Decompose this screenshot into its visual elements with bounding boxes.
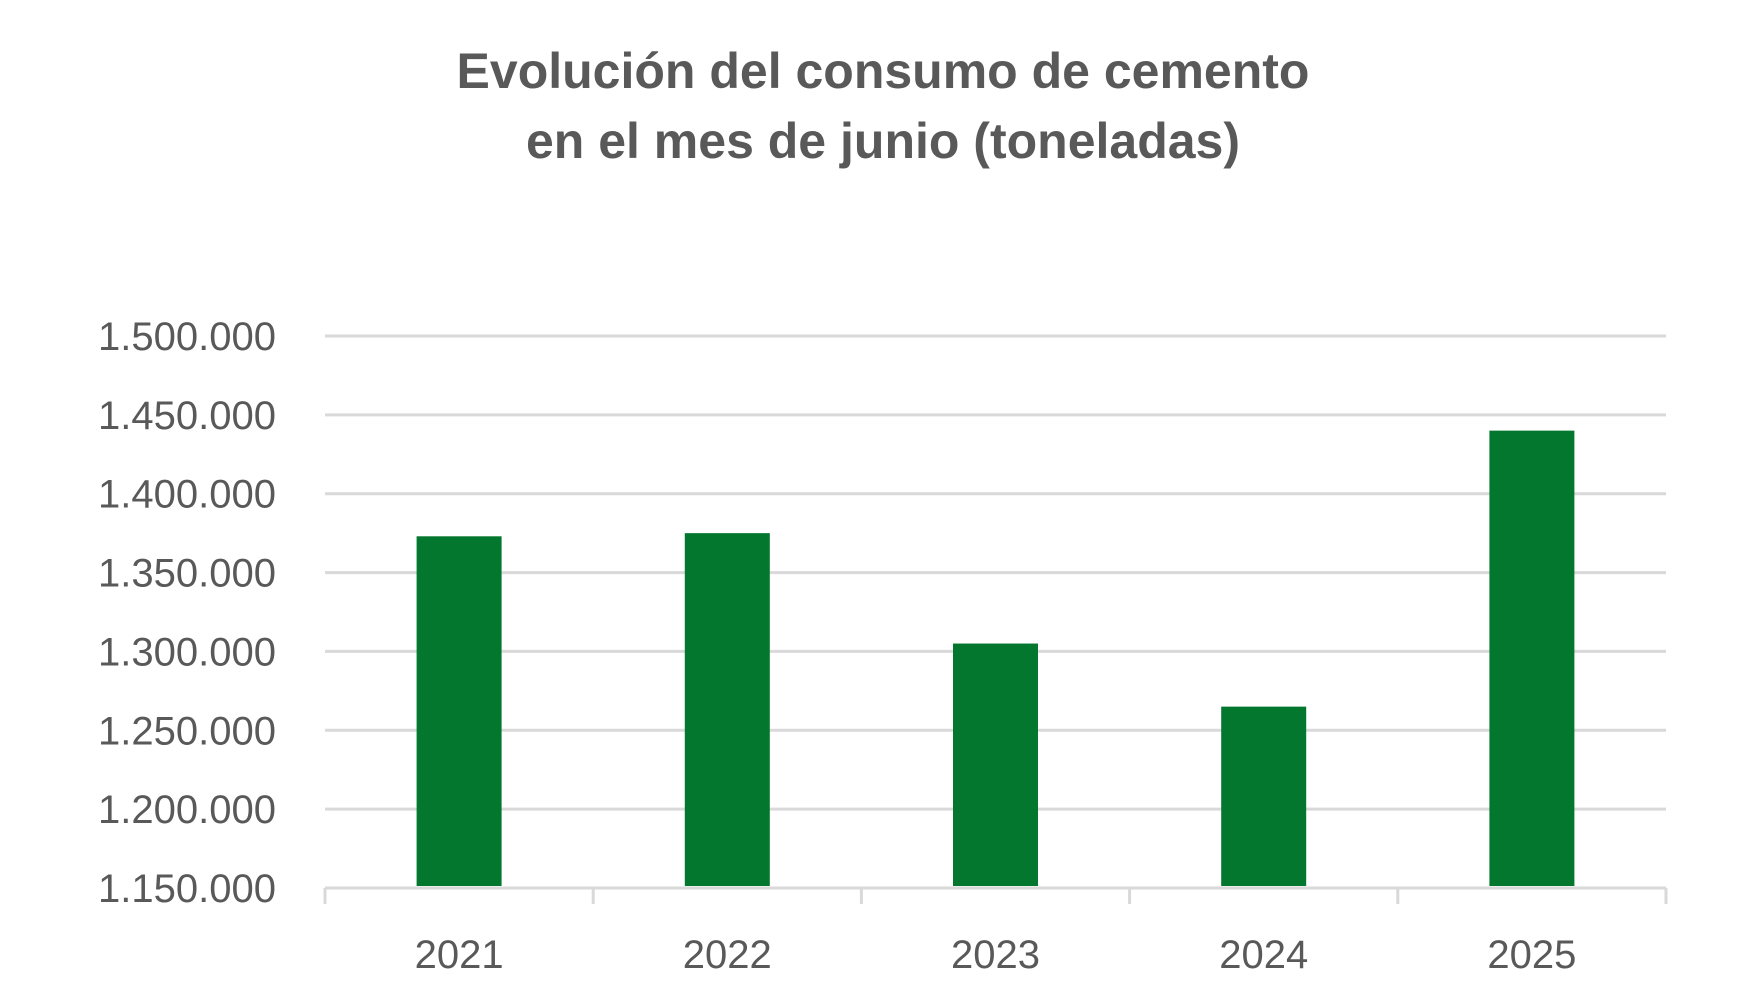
- x-tick-label: 2023: [951, 933, 1040, 977]
- x-tick-label: 2024: [1219, 933, 1308, 977]
- y-tick-label: 1.150.000: [98, 867, 276, 911]
- y-tick-label: 1.400.000: [98, 473, 276, 517]
- y-tick-label: 1.200.000: [98, 788, 276, 832]
- y-tick-label: 1.500.000: [98, 315, 276, 359]
- bar-2022: [684, 533, 770, 886]
- bar-2023: [953, 643, 1038, 886]
- chart-title-line-1: Evolución del consumo de cemento: [456, 43, 1310, 99]
- x-tick-label: 2025: [1487, 933, 1576, 977]
- bar-2025: [1489, 430, 1575, 886]
- x-tick-label: 2021: [415, 933, 504, 977]
- bar-2021: [416, 536, 502, 886]
- chart-title: Evolución del consumo de cemento en el m…: [0, 36, 1750, 176]
- y-tick-label: 1.350.000: [98, 552, 276, 596]
- bar-2024: [1221, 706, 1307, 886]
- chart-title-line-2: en el mes de junio (toneladas): [525, 113, 1241, 169]
- y-tick-label: 1.300.000: [98, 630, 276, 674]
- y-tick-label: 1.250.000: [98, 709, 276, 753]
- y-tick-label: 1.450.000: [98, 394, 276, 438]
- x-tick-label: 2022: [683, 933, 772, 977]
